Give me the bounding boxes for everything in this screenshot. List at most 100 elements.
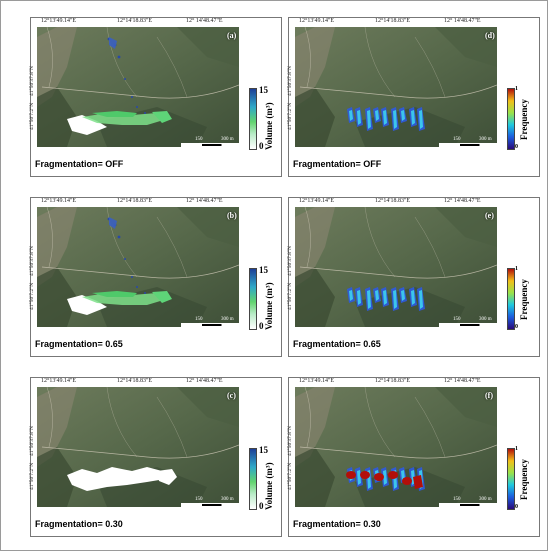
colorbar-title: Frequency	[519, 99, 529, 140]
terrain-image	[37, 27, 239, 147]
colorbar-min: 0	[259, 141, 264, 151]
deposit-zone	[109, 37, 117, 49]
panel-d: 12°13'49.14"E 12°14'18.83"E 12° 14'48.47…	[287, 17, 540, 177]
colorbar-min: 0	[259, 501, 264, 511]
x-tick-1: 12°13'49.14"E	[299, 378, 335, 384]
panel-label: (f)	[485, 391, 493, 400]
frequency-streak	[383, 290, 387, 305]
deposit-zone	[92, 111, 137, 117]
x-tick-3: 12° 14'48.47"E	[186, 378, 223, 384]
colorbar-max: 15	[259, 445, 268, 455]
frequency-streak	[401, 110, 405, 121]
y-tick-2: 41°50'7.2"N	[287, 462, 293, 490]
scale-label-mid: 150	[195, 137, 203, 142]
deposit-zone	[157, 469, 177, 485]
fragmentation-caption: Fragmentation= 0.65	[35, 339, 123, 349]
scale-label-mid: 150	[195, 317, 203, 322]
frequency-streak	[375, 110, 379, 121]
frequency-streak	[401, 290, 405, 301]
frequency-streak	[419, 110, 423, 129]
frequency-streak	[367, 290, 371, 309]
frequency-hotspot	[388, 471, 398, 479]
panel-label: (c)	[227, 391, 236, 400]
scale-label-end: 300 m	[479, 137, 492, 142]
scale-bar: 150 300 m	[439, 137, 501, 147]
x-tick-3: 12° 14'48.47"E	[444, 18, 481, 24]
x-tick-1: 12°13'49.14"E	[299, 18, 335, 24]
fragmentation-caption: Fragmentation= 0.65	[293, 339, 381, 349]
scale-bar: 150 300 m	[439, 497, 501, 507]
deposit-point	[144, 112, 146, 114]
scale-label-mid: 150	[453, 497, 461, 502]
deposit-point	[136, 286, 138, 288]
panel-e: 12°13'49.14"E 12°14'18.83"E 12° 14'48.47…	[287, 197, 540, 357]
terrain-image	[295, 387, 497, 507]
satellite-map	[295, 27, 497, 147]
frequency-hotspot	[360, 471, 370, 479]
x-tick-2: 12°14'18.83"E	[117, 198, 153, 204]
colorbar-max: 1	[515, 446, 518, 452]
colorbar	[249, 268, 257, 330]
deposit-point	[124, 78, 126, 80]
x-tick-2: 12°14'18.83"E	[117, 18, 153, 24]
x-tick-3: 12° 14'48.47"E	[186, 18, 223, 24]
frequency-hotspot	[346, 471, 356, 479]
colorbar	[507, 88, 515, 150]
frequency-streak	[357, 290, 361, 305]
colorbar-min: 0	[259, 321, 264, 331]
scale-label-mid: 150	[195, 497, 203, 502]
x-tick-3: 12° 14'48.47"E	[186, 198, 223, 204]
frequency-hotspot	[374, 473, 384, 481]
frequency-streak	[375, 290, 379, 301]
deposit-point	[131, 276, 133, 278]
y-tick-1: 41°50'37.8"N	[287, 425, 293, 456]
colorbar-min: 0	[515, 504, 518, 510]
x-tick-2: 12°14'18.83"E	[375, 198, 411, 204]
fragmentation-caption: Fragmentation= 0.30	[35, 519, 123, 529]
colorbar	[249, 88, 257, 150]
x-tick-3: 12° 14'48.47"E	[444, 198, 481, 204]
scale-label-end: 300 m	[221, 137, 234, 142]
deposit-zone	[152, 291, 172, 303]
panel-label: (e)	[485, 211, 494, 220]
fragmentation-caption: Fragmentation= 0.30	[293, 519, 381, 529]
fragmentation-caption: Fragmentation= OFF	[35, 159, 124, 169]
terrain-image	[37, 387, 239, 507]
x-tick-1: 12°13'49.14"E	[41, 198, 77, 204]
y-tick-1: 41°50'37.8"N	[29, 65, 35, 96]
x-tick-1: 12°13'49.14"E	[41, 378, 77, 384]
panel-c: 12°13'49.14"E 12°14'18.83"E 12° 14'48.47…	[29, 377, 282, 537]
scale-label-end: 300 m	[479, 317, 492, 322]
x-tick-2: 12°14'18.83"E	[375, 18, 411, 24]
deposit-point	[117, 55, 121, 59]
colorbar-title: Frequency	[519, 279, 529, 320]
frequency-hotspot	[402, 477, 412, 485]
panel-label: (d)	[485, 31, 495, 40]
panel-f: 12°13'49.14"E 12°14'18.83"E 12° 14'48.47…	[287, 377, 540, 537]
colorbar-min: 0	[515, 324, 518, 330]
scale-bar: 150 300 m	[181, 497, 243, 507]
panel-a: 12°13'49.14"E 12°14'18.83"E 12° 14'48.47…	[29, 17, 282, 177]
colorbar	[507, 268, 515, 330]
frequency-streak	[367, 110, 371, 129]
scale-label-end: 300 m	[221, 317, 234, 322]
colorbar-max: 1	[515, 266, 518, 272]
colorbar-min: 0	[515, 144, 518, 150]
x-tick-3: 12° 14'48.47"E	[444, 378, 481, 384]
colorbar-title: Volume (m³)	[264, 462, 274, 510]
terrain-image	[295, 207, 497, 327]
scale-label-end: 300 m	[479, 497, 492, 502]
frequency-streak	[383, 470, 387, 485]
scale-label-end: 300 m	[221, 497, 234, 502]
y-tick-2: 41°50'7.2"N	[287, 102, 293, 130]
frequency-streak	[411, 290, 415, 305]
panel-label: (b)	[227, 211, 237, 220]
scale-label-mid: 150	[453, 137, 461, 142]
x-tick-2: 12°14'18.83"E	[375, 378, 411, 384]
deposit-zone	[67, 467, 165, 491]
satellite-map	[37, 207, 239, 327]
x-tick-2: 12°14'18.83"E	[117, 378, 153, 384]
deposit-point	[117, 235, 121, 239]
frequency-streak	[357, 110, 361, 125]
